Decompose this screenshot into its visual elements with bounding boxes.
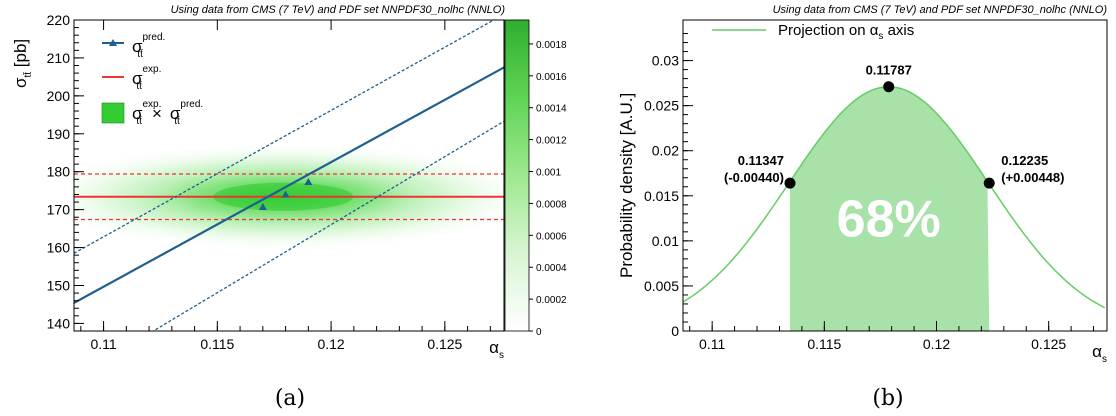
point-marker [784,177,796,189]
y-tick-label: 220 [47,12,71,28]
panel-a-frame [73,19,505,332]
panel-b-frame [682,19,1108,332]
point-sublabel: (-0.00440) [724,170,784,185]
x-tick-label: 0.125 [427,336,462,352]
panel-a-xlabel: αs [489,338,504,361]
x-tick-label: 0.115 [807,336,841,352]
panel-a: Using data from CMS (7 TeV) and PDF set … [11,4,567,411]
legend-prod-swatch [101,102,125,124]
x-tick-label: 0.11 [699,336,725,352]
z-tick-label: 0.0014 [536,104,567,115]
x-tick-label: 0.12 [923,336,950,352]
prediction-upper [74,20,496,254]
y-tick-label: 0.02 [652,143,679,159]
x-tick-label: 0.115 [200,336,234,352]
y-tick-label: 190 [47,126,71,142]
y-tick-label: 150 [47,277,71,293]
y-tick-label: 0.005 [644,278,679,294]
y-tick-label: 0.01 [652,233,679,249]
z-tick-label: 0.0012 [536,136,567,147]
z-tick-label: 0.0004 [536,263,567,274]
y-tick-label: 210 [47,50,71,66]
point-label: 0.11347 [738,153,784,168]
z-tick-label: 0.0008 [536,199,567,210]
caption-b: (b) [872,386,903,411]
point-label: 0.11787 [866,63,912,78]
z-tick-label: 0.001 [536,168,561,179]
prediction-marker [304,177,313,185]
caption-a: (a) [275,386,305,411]
panel-a-ylabel: σtt̄ [pb] [11,39,34,88]
z-tick-label: 0.0006 [536,231,567,242]
y-tick-label: 170 [47,202,71,218]
point-marker [883,81,895,93]
prediction-lower [152,120,504,331]
legend-a: σpred. tt̄ σexp. tt̄ σexp. tt̄ × σpred. tt̄ [101,32,203,127]
prediction-marker [281,190,290,198]
z-tick-label: 0 [536,327,542,338]
y-tick-label: 160 [47,240,71,256]
panel-b-xlabel: αs [1092,342,1107,365]
point-label: 0.12235 [1001,153,1048,168]
legend-exp-label: σexp. tt̄ [132,64,161,92]
legend-prod-label: σexp. tt̄ × σpred. tt̄ [132,99,203,127]
y-tick-label: 140 [47,315,71,331]
band-68 [790,86,990,331]
x-tick-label: 0.11 [90,336,116,352]
z-tick-label: 0.0016 [536,72,567,83]
panel-a-title: Using data from CMS (7 TeV) and PDF set … [171,4,506,16]
panel-b-title: Using data from CMS (7 TeV) and PDF set … [773,4,1108,16]
panel-b: Using data from CMS (7 TeV) and PDF set … [617,4,1108,411]
y-tick-label: 180 [47,164,71,180]
prediction-line [74,66,504,304]
prediction-marker [258,202,267,210]
y-tick-label: 0 [671,323,679,339]
point-marker [983,177,995,189]
band-68-label: 68% [837,190,941,248]
y-tick-label: 0.03 [652,53,679,69]
legend-pred-marker [109,39,117,46]
y-tick-label: 0.015 [644,188,679,204]
svg-text:σtt̄ [pb]: σtt̄ [pb] [11,39,34,88]
x-tick-label: 0.12 [317,336,344,352]
legend-b-label: Projection on αs axis [778,22,914,42]
z-tick-label: 0.0018 [536,40,567,51]
point-sublabel: (+0.00448) [1001,170,1064,185]
panel-b-ylabel: Probability density [A.U.] [617,93,636,278]
color-scale [504,19,530,332]
y-tick-label: 0.025 [644,98,679,114]
x-tick-label: 0.125 [1031,336,1066,352]
legend-pred-label: σpred. tt̄ [132,32,165,60]
z-tick-label: 0.0002 [536,295,567,306]
y-tick-label: 200 [47,88,71,104]
